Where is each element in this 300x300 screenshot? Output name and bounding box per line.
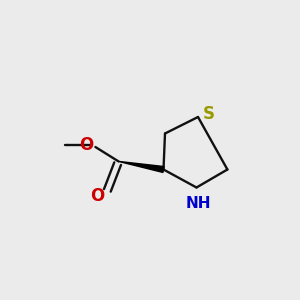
Polygon shape	[118, 161, 164, 172]
Text: O: O	[79, 136, 93, 154]
Text: S: S	[202, 105, 214, 123]
Text: NH: NH	[185, 196, 211, 211]
Text: O: O	[90, 187, 105, 205]
